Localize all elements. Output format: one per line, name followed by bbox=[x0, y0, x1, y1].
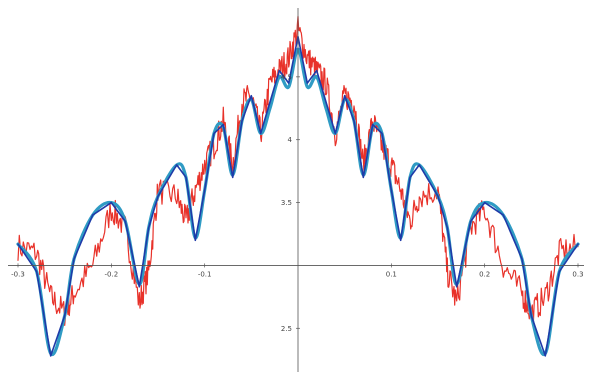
x-tick-label: 0.1 bbox=[386, 270, 397, 278]
x-tick-label: 0.3 bbox=[572, 270, 583, 278]
y-tick-label: 4 bbox=[288, 136, 293, 144]
y-tick-label: 3.5 bbox=[281, 199, 292, 207]
x-tick-label: -0.2 bbox=[104, 270, 118, 278]
x-tick-label: -0.1 bbox=[198, 270, 212, 278]
axes-layer: -0.3 -0.2 -0.1 0.1 0.2 0.3 2.5 3.5 4 4.5 bbox=[8, 8, 584, 372]
x-tick-label: -0.3 bbox=[11, 270, 25, 278]
y-tick-label: 4.5 bbox=[281, 73, 292, 81]
y-tick-label: 2.5 bbox=[281, 325, 292, 333]
x-tick-label: 0.2 bbox=[479, 270, 490, 278]
